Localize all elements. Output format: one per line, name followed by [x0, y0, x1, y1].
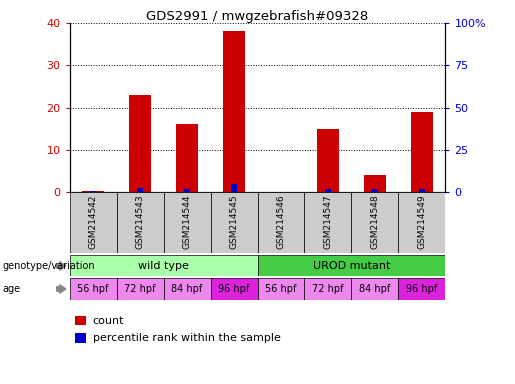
Bar — [82, 191, 104, 192]
Text: 72 hpf: 72 hpf — [312, 284, 344, 294]
Bar — [231, 184, 237, 192]
Bar — [70, 278, 116, 300]
Bar — [224, 31, 245, 192]
Bar — [304, 278, 352, 300]
Text: count: count — [93, 316, 124, 326]
Text: GSM214548: GSM214548 — [370, 194, 380, 249]
Bar — [90, 191, 96, 192]
Text: GSM214549: GSM214549 — [418, 194, 426, 249]
Bar — [116, 278, 164, 300]
Text: 96 hpf: 96 hpf — [218, 284, 250, 294]
Bar — [116, 192, 164, 253]
Bar — [164, 192, 211, 253]
Text: 84 hpf: 84 hpf — [359, 284, 390, 294]
Bar — [137, 188, 143, 192]
Bar — [352, 278, 399, 300]
Bar — [372, 189, 378, 192]
Bar — [129, 95, 150, 192]
Text: wild type: wild type — [138, 261, 189, 271]
Text: 96 hpf: 96 hpf — [406, 284, 438, 294]
Bar — [184, 189, 190, 192]
Text: 84 hpf: 84 hpf — [171, 284, 202, 294]
Bar — [411, 112, 433, 192]
Text: GSM214544: GSM214544 — [182, 194, 192, 249]
Bar — [304, 192, 352, 253]
Text: GSM214547: GSM214547 — [323, 194, 333, 249]
Text: GSM214542: GSM214542 — [89, 194, 97, 249]
Text: GDS2991 / mwgzebrafish#09328: GDS2991 / mwgzebrafish#09328 — [146, 10, 369, 23]
Text: 72 hpf: 72 hpf — [124, 284, 156, 294]
Bar — [70, 255, 258, 276]
Bar — [419, 189, 425, 192]
Bar — [211, 278, 258, 300]
Text: UROD mutant: UROD mutant — [313, 261, 390, 271]
Text: GSM214546: GSM214546 — [277, 194, 285, 249]
Text: GSM214543: GSM214543 — [135, 194, 145, 249]
Bar — [317, 129, 338, 192]
Bar — [325, 189, 331, 192]
Bar — [352, 192, 399, 253]
Bar — [258, 255, 445, 276]
Bar — [70, 192, 116, 253]
Bar — [399, 278, 445, 300]
Text: percentile rank within the sample: percentile rank within the sample — [93, 333, 281, 343]
Bar — [177, 124, 198, 192]
Bar — [258, 278, 304, 300]
Text: genotype/variation: genotype/variation — [3, 261, 95, 271]
Text: age: age — [3, 284, 21, 294]
Text: 56 hpf: 56 hpf — [265, 284, 297, 294]
Bar — [258, 192, 304, 253]
Text: GSM214545: GSM214545 — [230, 194, 238, 249]
Bar — [164, 278, 211, 300]
Text: 56 hpf: 56 hpf — [77, 284, 109, 294]
Bar — [365, 175, 386, 192]
Bar — [399, 192, 445, 253]
Bar — [211, 192, 258, 253]
